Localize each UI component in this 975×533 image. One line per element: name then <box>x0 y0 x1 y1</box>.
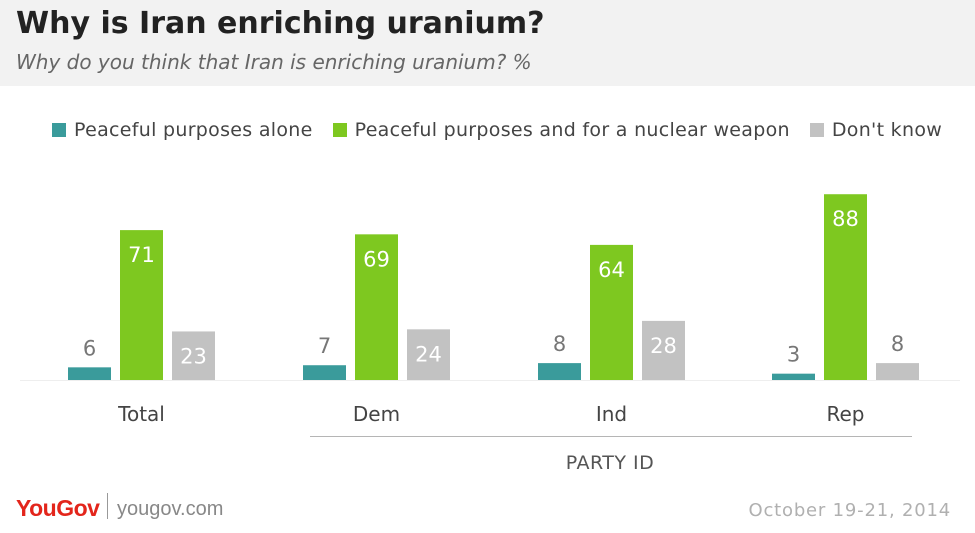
data-label-dem-peaceful-purposes-and-for-a-nuclear-weapon: 69 <box>363 247 390 271</box>
legend-item-peaceful-alone: Peaceful purposes alone <box>52 119 313 141</box>
bar-rep-peaceful-purposes-alone <box>772 373 815 380</box>
party-id-group-label: PARTY ID <box>566 452 655 474</box>
bar-rep-peaceful-purposes-and-for-a-nuclear-weapon <box>824 194 867 380</box>
legend-item-peaceful-and-weapon: Peaceful purposes and for a nuclear weap… <box>332 119 790 141</box>
bar-ind-peaceful-purposes-alone <box>538 363 581 380</box>
bar-rep-don-t-know <box>876 363 919 380</box>
bar-ind-peaceful-purposes-and-for-a-nuclear-weapon <box>590 244 633 380</box>
legend-label-peaceful-and-weapon: Peaceful purposes and for a nuclear weap… <box>354 119 790 141</box>
data-label-rep-don-t-know: 8 <box>891 332 904 356</box>
data-label-total-peaceful-purposes-and-for-a-nuclear-weapon: 71 <box>128 243 155 267</box>
data-label-total-don-t-know: 23 <box>180 344 207 368</box>
legend-item-dont-know: Don't know <box>809 119 943 141</box>
footer-site-link[interactable]: yougov.com <box>117 498 224 520</box>
legend-swatch-peaceful-and-weapon <box>332 123 347 137</box>
legend-swatch-dont-know <box>809 123 824 137</box>
data-label-rep-peaceful-purposes-alone: 3 <box>787 343 800 367</box>
bar-total-don-t-know <box>172 331 215 380</box>
survey-date: October 19-21, 2014 <box>748 500 951 521</box>
data-label-ind-peaceful-purposes-alone: 8 <box>553 332 566 356</box>
category-label-total: Total <box>117 402 165 426</box>
header-band: Why is Iran enriching uranium? Why do yo… <box>0 0 975 86</box>
data-label-dem-peaceful-purposes-alone: 7 <box>318 334 331 358</box>
chart-subtitle: Why do you think that Iran is enriching … <box>16 50 532 74</box>
legend-label-peaceful-alone: Peaceful purposes alone <box>74 119 313 141</box>
footer-divider <box>107 493 108 519</box>
legend: Peaceful purposes alone Peaceful purpose… <box>52 117 942 143</box>
bar-dem-peaceful-purposes-and-for-a-nuclear-weapon <box>355 234 398 380</box>
chart-title: Why is Iran enriching uranium? <box>16 6 545 41</box>
bar-total-peaceful-purposes-alone <box>68 367 111 380</box>
bar-ind-don-t-know <box>642 320 685 380</box>
data-label-ind-don-t-know: 28 <box>650 334 677 358</box>
category-label-ind: Ind <box>596 402 627 426</box>
data-label-dem-don-t-know: 24 <box>415 342 442 366</box>
bar-total-peaceful-purposes-and-for-a-nuclear-weapon <box>120 230 163 380</box>
data-label-rep-peaceful-purposes-and-for-a-nuclear-weapon: 88 <box>832 207 859 231</box>
data-label-total-peaceful-purposes-alone: 6 <box>83 336 96 360</box>
bar-dem-peaceful-purposes-alone <box>303 365 346 380</box>
legend-label-dont-know: Don't know <box>831 119 943 141</box>
bar-dem-don-t-know <box>407 329 450 380</box>
category-label-rep: Rep <box>827 402 865 426</box>
yougov-logo: YouGov <box>16 495 100 521</box>
data-label-ind-peaceful-purposes-and-for-a-nuclear-weapon: 64 <box>598 258 625 282</box>
legend-swatch-peaceful-alone <box>52 123 66 137</box>
category-label-dem: Dem <box>353 402 400 426</box>
